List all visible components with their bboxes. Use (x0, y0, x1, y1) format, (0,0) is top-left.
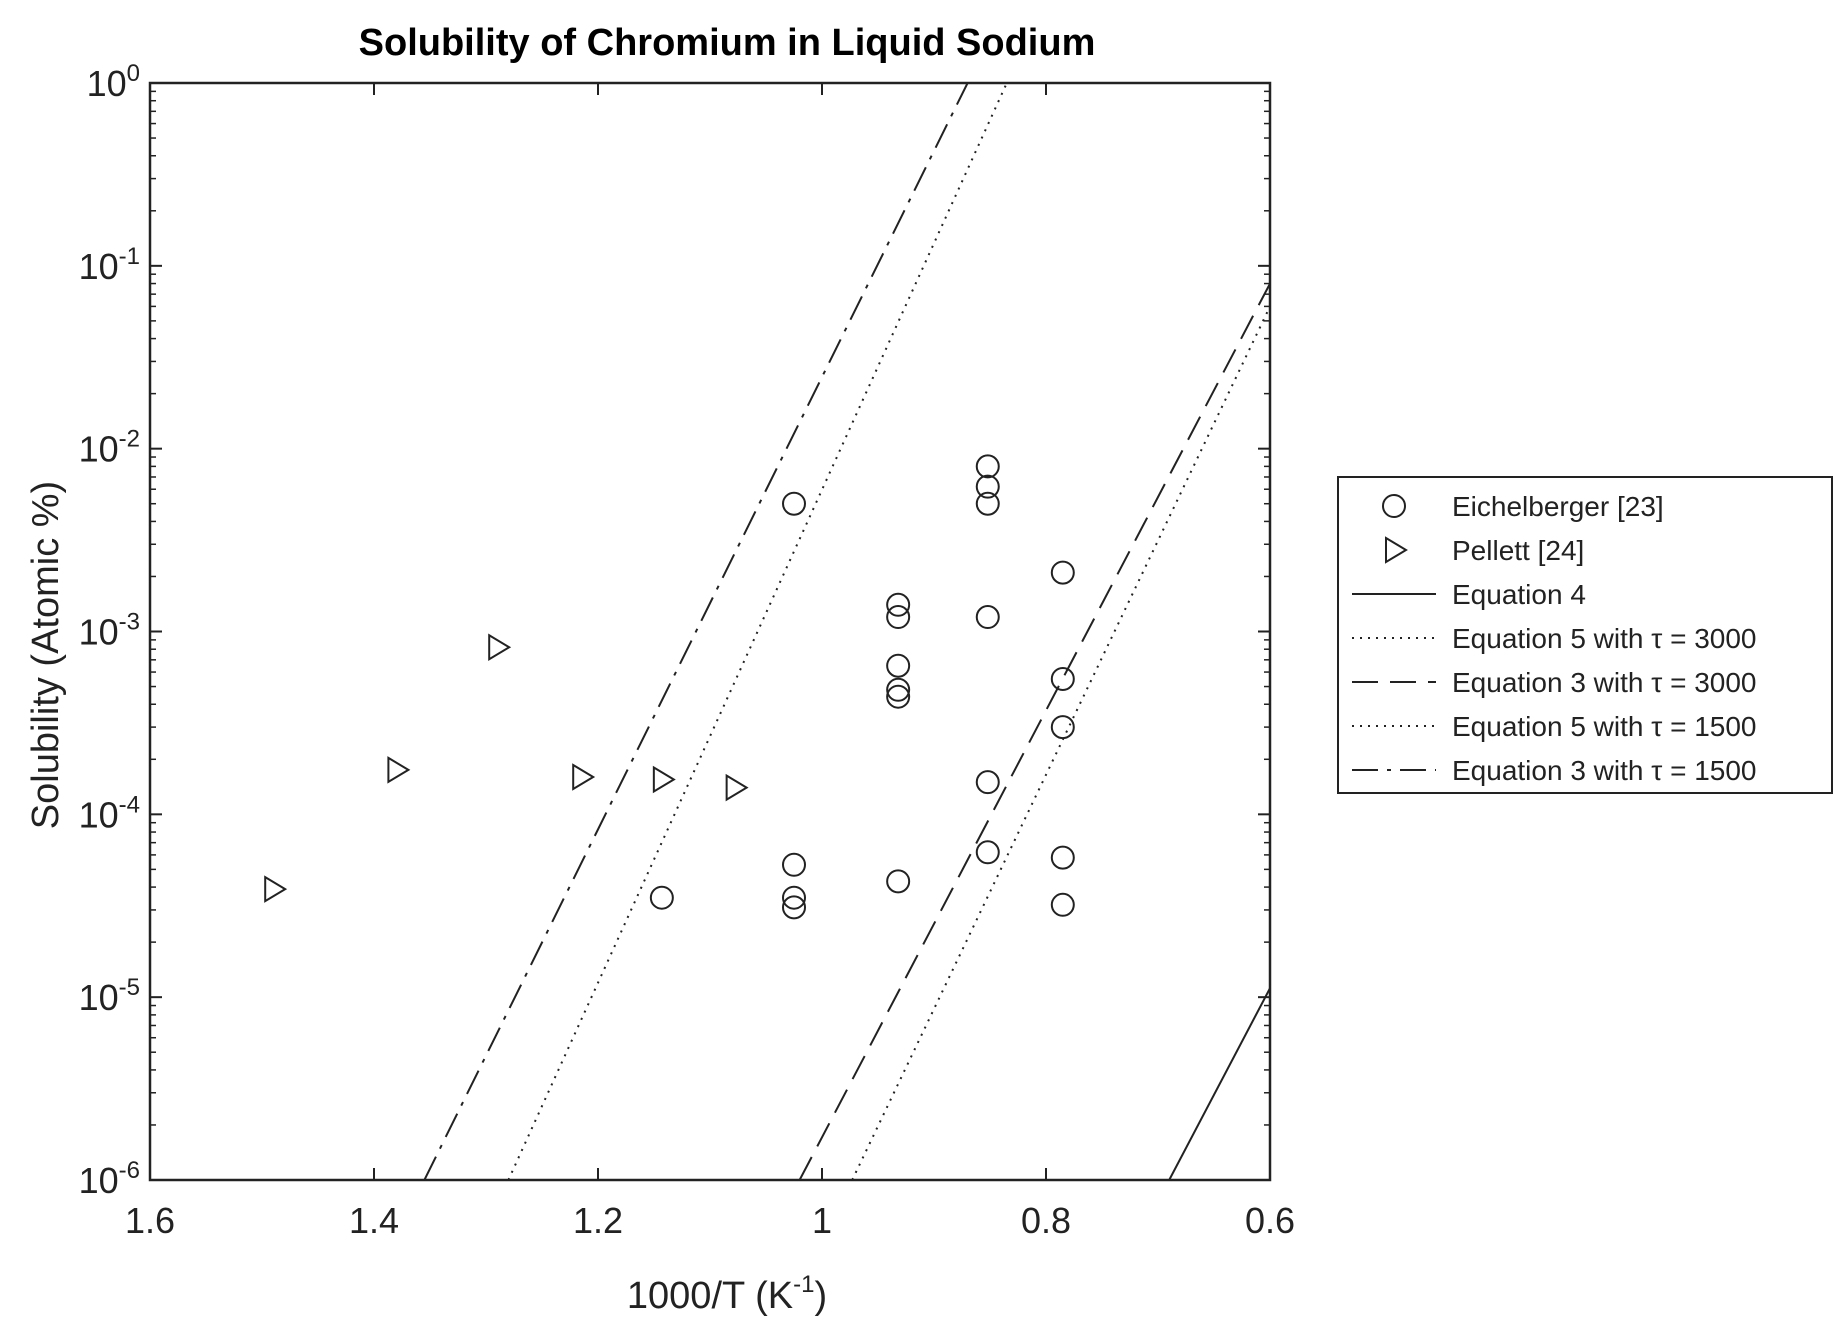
data-point (1050, 845, 1075, 870)
legend-label: Pellett [24] (1452, 535, 1584, 566)
legend-label: Equation 3 with τ = 1500 (1452, 755, 1757, 786)
legend-label: Equation 3 with τ = 3000 (1452, 667, 1757, 698)
y-tick-label: 10-1 (79, 243, 140, 287)
x-axis-label-sup: -1 (793, 1271, 814, 1298)
data-point (886, 592, 911, 617)
y-tick-label: 10-5 (79, 974, 140, 1018)
data-point (1050, 892, 1075, 917)
data-point (1050, 666, 1075, 691)
series-line (1168, 987, 1270, 1180)
data-point (782, 852, 806, 877)
series-line (423, 83, 969, 1180)
data-point (975, 474, 1000, 499)
series-line (507, 83, 1008, 1180)
y-tick-label: 10-2 (79, 426, 140, 470)
data-point (1050, 560, 1075, 585)
chart-title: Solubility of Chromium in Liquid Sodium (359, 22, 1096, 64)
y-tick-label: 10-3 (79, 609, 140, 653)
plot-border (148, 81, 1272, 1182)
data-point (975, 454, 1000, 479)
data-point (886, 677, 911, 702)
x-axis-label-base: 1000/T (K (627, 1275, 793, 1317)
data-point (886, 605, 911, 630)
x-tick-label: 0.6 (1245, 1200, 1295, 1241)
data-point (1050, 715, 1075, 740)
data-point (782, 491, 806, 516)
plot-area (148, 81, 1272, 1182)
x-tick-label: 1 (812, 1200, 832, 1241)
data-point (975, 491, 1000, 516)
legend-marker (1385, 536, 1408, 564)
x-tick-label: 0.8 (1021, 1200, 1071, 1241)
legend-label: Eichelberger [23] (1452, 491, 1664, 522)
data-point (782, 885, 806, 910)
data-point (652, 765, 676, 794)
y-tick-label: 10-6 (79, 1157, 140, 1201)
legend-box (1337, 476, 1833, 794)
data-point (488, 633, 512, 662)
data-point (886, 653, 911, 678)
x-axis-label-end: ) (814, 1275, 827, 1317)
series-line (851, 305, 1270, 1180)
legend: Eichelberger [23] Pellett [24] Equation 4 E… (1337, 476, 1833, 794)
x-tick-label: 1.2 (573, 1200, 623, 1241)
x-tick-label: 1.6 (125, 1200, 175, 1241)
legend-label: Equation 5 with τ = 1500 (1452, 711, 1757, 742)
data-point (975, 770, 1000, 795)
y-axis: 100 10-1 10-2 10-3 10-4 10-5 10-6 (79, 60, 1270, 1201)
data-point (725, 773, 749, 802)
legend-label: Equation 5 with τ = 3000 (1452, 623, 1757, 654)
y-tick-label: 100 (87, 60, 140, 104)
data-point (572, 763, 596, 791)
data-point (387, 756, 411, 784)
legend-label: Equation 4 (1452, 579, 1586, 610)
data-point (782, 895, 806, 920)
data-point (886, 869, 911, 894)
data-point (975, 840, 1000, 865)
x-axis: 1.6 1.4 1.2 1 0.8 0.6 (125, 83, 1295, 1241)
data-point (649, 885, 674, 910)
y-axis-label: Solubility (Atomic %) (25, 481, 67, 829)
series-line (798, 283, 1270, 1180)
y-tick-label: 10-4 (79, 791, 140, 835)
legend-marker (1382, 494, 1406, 518)
series-markers (264, 454, 1075, 920)
x-tick-label: 1.4 (349, 1200, 399, 1241)
data-point (264, 875, 288, 903)
x-axis-label: 1000/T (K-1) (627, 1271, 827, 1317)
data-point (975, 605, 1000, 630)
data-point (886, 684, 911, 709)
series-lines (423, 83, 1270, 1180)
